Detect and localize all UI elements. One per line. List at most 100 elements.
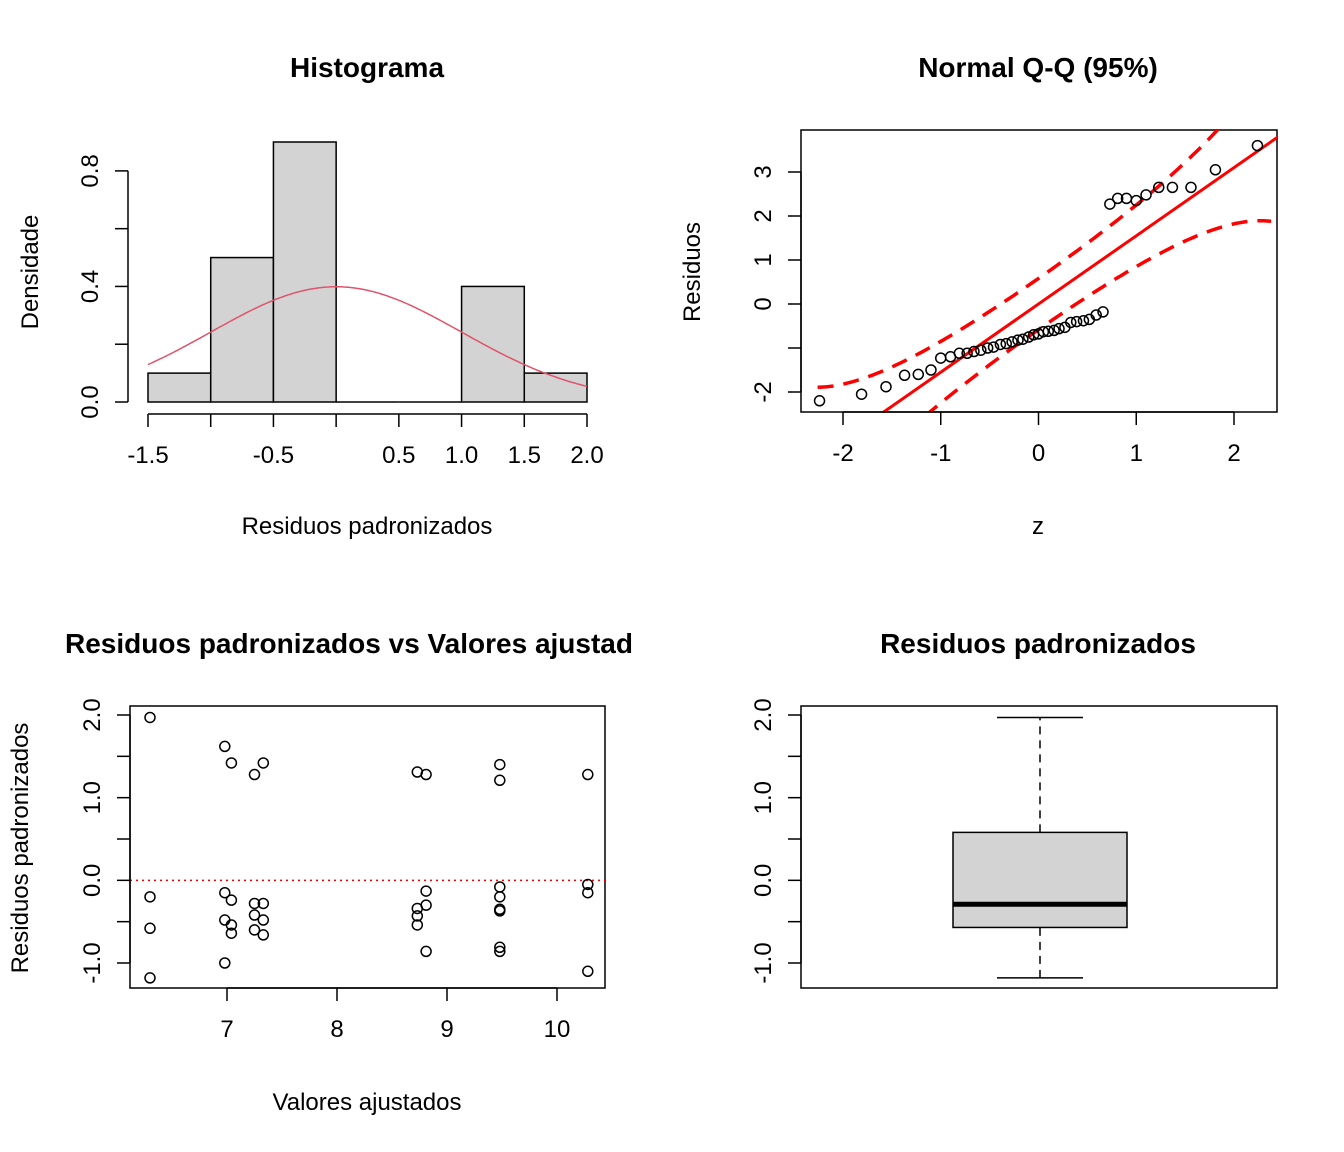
qq-axes: -2 0 1 2 3 -2 -1 0 1 2	[750, 165, 1241, 467]
qq-point	[1017, 333, 1029, 345]
histogram-x-tick-label: 1.0	[445, 442, 478, 469]
qq-point	[1097, 306, 1109, 318]
histogram-y-label: Densidade	[17, 215, 44, 330]
resid-fitted-point	[411, 919, 424, 931]
resid-fitted-point	[144, 891, 156, 903]
resid-fitted-point	[225, 919, 238, 931]
histogram-y-tick-label: 0.8	[77, 154, 104, 187]
qq-y-tick-label: 1	[750, 253, 777, 266]
resid-fitted-point	[494, 905, 506, 917]
qq-point	[1185, 181, 1197, 194]
resid-fitted-point	[420, 768, 432, 781]
qq-x-tick-label: 0	[1032, 440, 1045, 467]
histogram-x-tick-label: 0.5	[382, 442, 415, 469]
qq-title: Normal Q-Q (95%)	[918, 52, 1158, 83]
resid-fitted-point	[494, 891, 506, 903]
qq-point	[1104, 198, 1116, 210]
qq-x-tick-label: -1	[930, 440, 951, 467]
histogram-bar	[147, 372, 212, 403]
resid-fitted-point	[494, 881, 506, 893]
qq-point	[1166, 181, 1179, 194]
resid-fitted-y-tick-label: 2.0	[79, 698, 106, 731]
resid-fitted-point	[257, 914, 270, 926]
resid-fitted-point	[144, 972, 156, 984]
resid-fitted-point	[257, 897, 270, 910]
qq-plot-content	[813, 130, 1277, 412]
qq-point	[953, 347, 966, 360]
histogram-bar	[272, 141, 337, 403]
histogram-x-label: Residuos padronizados	[242, 513, 493, 540]
boxplot-y-tick-label: 2.0	[750, 698, 777, 731]
qq-point	[1077, 314, 1090, 327]
qq-upper-band	[817, 130, 1220, 390]
boxplot-y-tick-label: 1.0	[750, 781, 777, 814]
qq-x-tick-label: 1	[1130, 440, 1143, 467]
qq-lower-band	[927, 218, 1272, 412]
resid-fitted-point	[420, 945, 432, 958]
qq-point	[1048, 324, 1060, 337]
histogram-panel: Histograma Residuos padronizados Densida…	[17, 52, 604, 540]
qq-y-tick-label: -2	[750, 381, 777, 402]
resid-fitted-point	[582, 768, 594, 781]
resid-fitted-point	[248, 909, 261, 921]
qq-point	[1251, 139, 1264, 152]
resid-fitted-point	[248, 897, 261, 910]
qq-point	[1012, 334, 1024, 346]
histogram-y-tick-label: 0.4	[77, 270, 104, 303]
histogram-x-tick-label: -1.5	[127, 442, 168, 469]
resid-fitted-point	[494, 758, 506, 771]
resid-fitted-point	[248, 924, 261, 936]
resid-fitted-point	[494, 945, 506, 958]
resid-fitted-point	[582, 878, 594, 891]
resid-fitted-frame	[129, 705, 606, 989]
qq-point	[987, 341, 1000, 353]
qq-y-label: Residuos	[679, 222, 706, 322]
normal-density-curve	[147, 286, 588, 388]
qq-y-tick-label: 0	[750, 297, 777, 310]
resid-fitted-point	[582, 886, 594, 899]
boxplot-title: Residuos padronizados	[880, 628, 1196, 659]
qq-point	[1152, 181, 1165, 194]
histogram-bar	[523, 372, 588, 403]
qq-x-tick-label: -2	[832, 440, 853, 467]
iqr-box	[952, 831, 1128, 929]
residuals-vs-fitted-panel: Residuos padronizados vs Valores ajustad…	[7, 628, 633, 1116]
resid-fitted-point	[144, 922, 156, 935]
resid-fitted-point	[248, 768, 261, 781]
resid-fitted-y-label: Residuos padronizados	[7, 723, 34, 974]
qq-x-tick-label: 2	[1227, 440, 1240, 467]
resid-fitted-y-tick-label: 1.0	[79, 781, 106, 814]
resid-fitted-point	[494, 941, 506, 954]
qq-clipped-group	[813, 130, 1277, 412]
boxplot-y-tick-label: 0.0	[750, 864, 777, 897]
resid-fitted-y-tick-label: -1.0	[79, 942, 106, 983]
histogram-axes: 0.0 0.4 0.8 -1.5 -0.5 0.5 1.0 1.5 2.0	[77, 154, 604, 469]
resid-fitted-point	[257, 757, 270, 769]
histogram-x-tick-label: -0.5	[253, 442, 294, 469]
resid-fitted-point	[411, 910, 424, 922]
histogram-bars	[147, 141, 588, 403]
resid-fitted-x-tick-label: 7	[220, 1016, 233, 1043]
resid-fitted-x-tick-label: 9	[440, 1016, 453, 1043]
histogram-bar	[209, 256, 275, 403]
qq-point	[1000, 337, 1012, 350]
qq-point	[1053, 322, 1065, 335]
qq-point	[1037, 325, 1050, 338]
qq-reference-line	[881, 135, 1277, 412]
resid-fitted-point	[225, 757, 238, 769]
qq-point	[994, 338, 1007, 351]
qq-x-label: z	[1032, 513, 1044, 540]
histogram-title: Histograma	[290, 52, 444, 83]
qq-point	[1070, 315, 1083, 328]
qq-point	[925, 364, 937, 376]
qq-plot-panel: Normal Q-Q (95%) z Residuos -2 0 1 2 3 -2 -1 0 1…	[679, 52, 1278, 540]
boxplot-content	[952, 716, 1128, 979]
histogram-bar	[460, 285, 526, 403]
resid-fitted-point	[144, 711, 156, 724]
qq-point	[1090, 309, 1102, 321]
qq-point	[935, 352, 947, 364]
resid-fitted-point	[219, 957, 231, 969]
resid-fitted-point	[225, 927, 238, 939]
qq-point	[1111, 192, 1124, 205]
